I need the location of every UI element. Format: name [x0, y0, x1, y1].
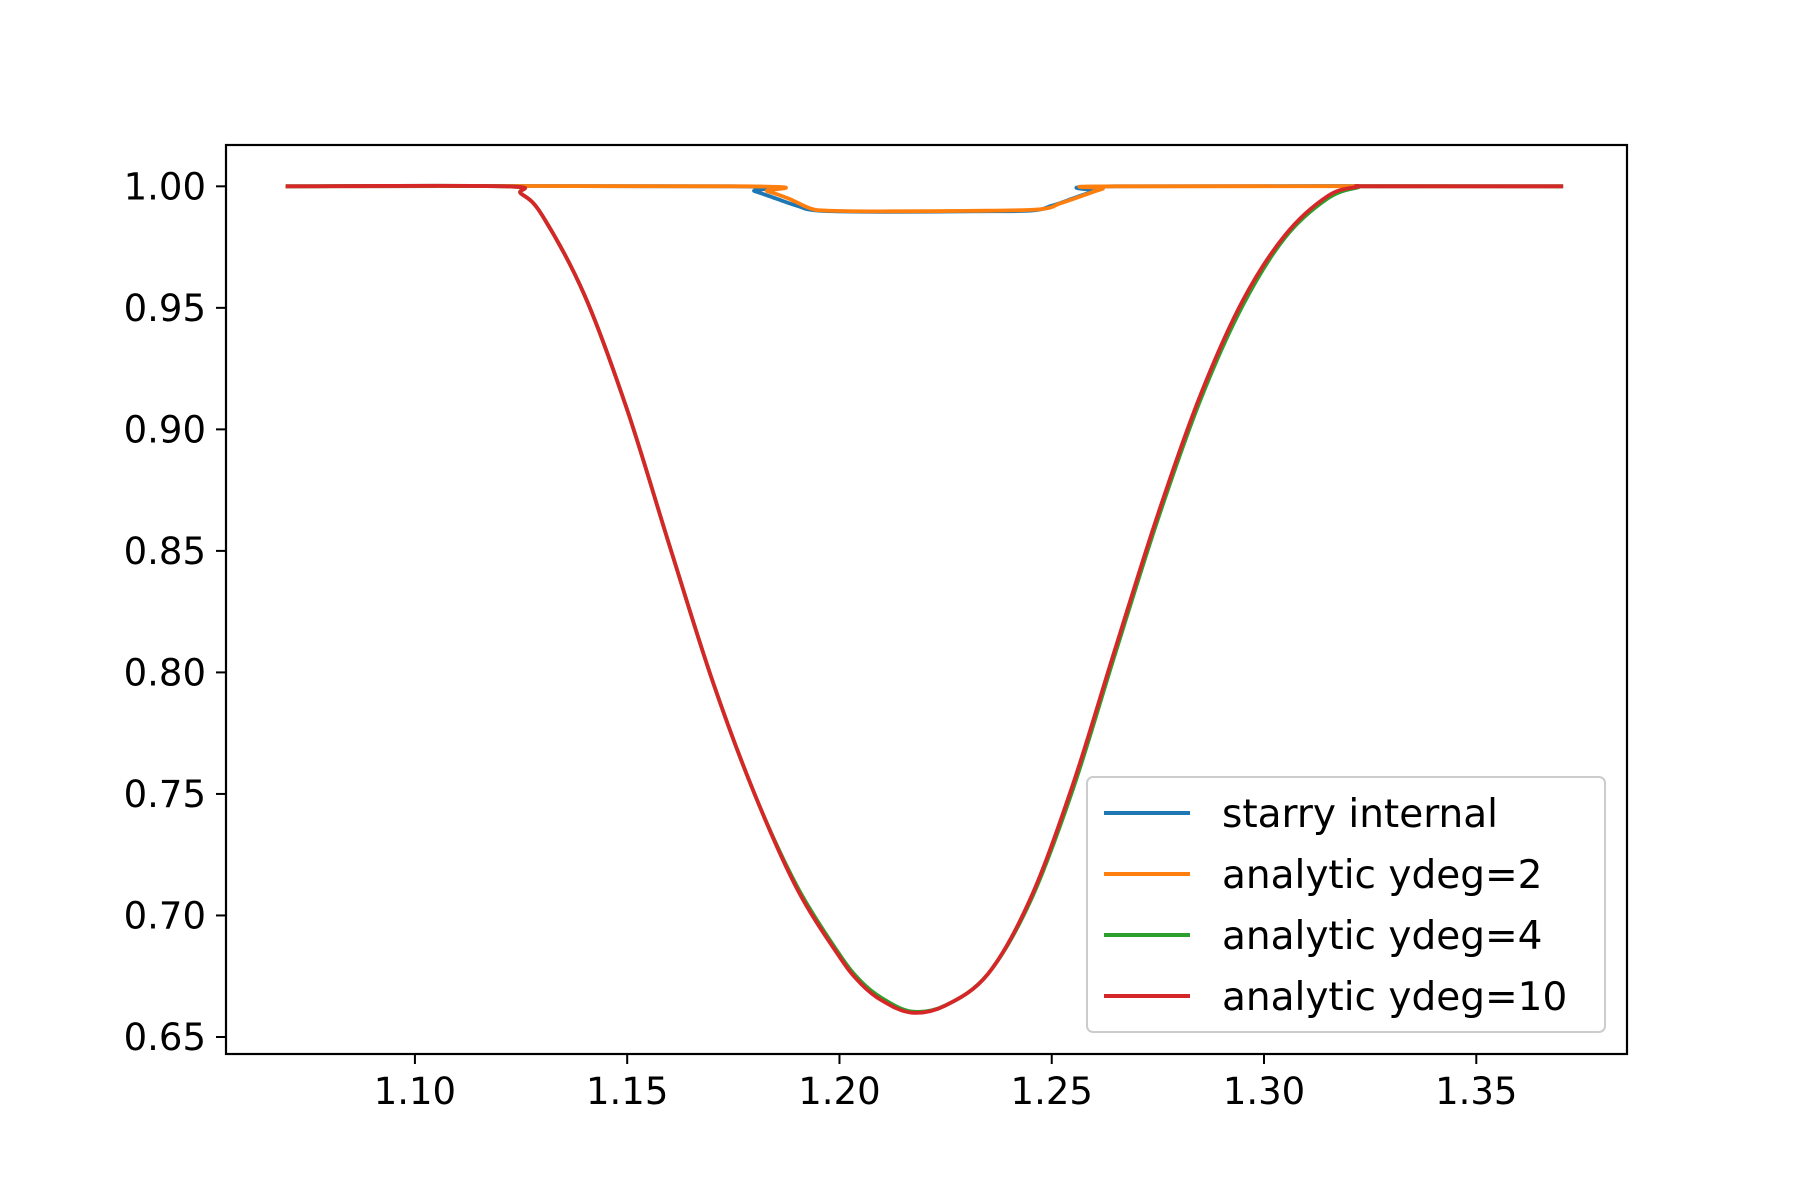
legend-label: analytic ydeg=10: [1222, 975, 1567, 1020]
y-tick-label: 0.70: [124, 894, 206, 937]
legend: starry internal analytic ydeg=2 analytic y…: [1086, 776, 1606, 1033]
x-tick-label: 1.30: [1223, 1070, 1305, 1113]
x-tick-label: 1.35: [1435, 1070, 1517, 1113]
y-axis: 0.65 0.70 0.75 0.80 0.85 0.90 0.95 1.00: [124, 165, 226, 1059]
axes-frame: [224, 143, 1629, 1056]
y-tick-label: 1.00: [124, 165, 206, 208]
y-tick-label: 0.80: [124, 651, 206, 694]
series-line-1: [285, 184, 1564, 214]
series-line-2: [285, 184, 1564, 214]
series-layer: [285, 183, 1564, 1015]
y-tick-label: 0.95: [124, 287, 206, 330]
x-tick-label: 1.15: [586, 1070, 668, 1113]
y-tick-label: 0.90: [124, 408, 206, 451]
legend-label: starry internal: [1222, 792, 1498, 837]
legend-box: [1086, 776, 1606, 1033]
x-tick-label: 1.20: [798, 1070, 880, 1113]
y-tick-label: 0.75: [124, 773, 206, 816]
x-axis: 1.10 1.15 1.20 1.25 1.30 1.35: [374, 1054, 1517, 1113]
x-tick-label: 1.25: [1011, 1070, 1093, 1113]
legend-label: analytic ydeg=2: [1222, 853, 1542, 898]
series-line-4: [285, 183, 1564, 1015]
y-tick-label: 0.85: [124, 530, 206, 573]
x-tick-label: 1.10: [374, 1070, 456, 1113]
legend-label: analytic ydeg=4: [1222, 914, 1542, 959]
y-tick-label: 0.65: [124, 1016, 206, 1059]
